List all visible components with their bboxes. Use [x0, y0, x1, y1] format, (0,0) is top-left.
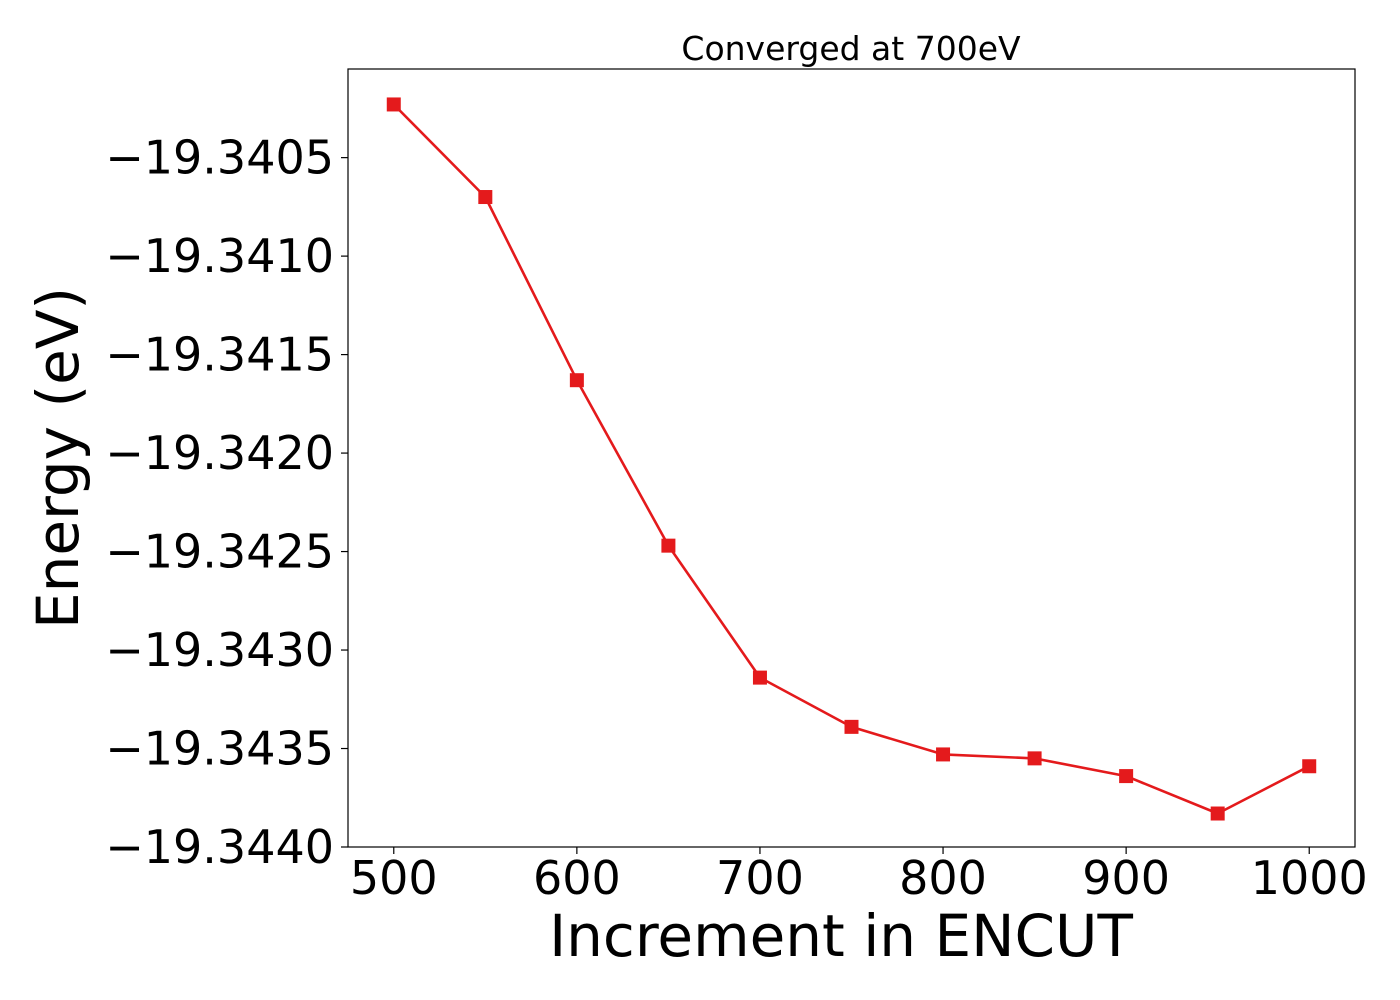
data-point [1119, 769, 1134, 784]
x-axis-label: Increment in ENCUT [549, 902, 1133, 970]
x-tick-label: 800 [899, 851, 987, 905]
data-point [844, 719, 859, 734]
data-point [661, 538, 676, 553]
y-tick-label: −19.3425 [105, 525, 334, 579]
data-point [569, 373, 584, 388]
data-point [1210, 806, 1225, 821]
y-axis-ticks: −19.3440 −19.3435 −19.3430 −19.3425 −19.3420… [105, 131, 348, 874]
x-tick-label: 900 [1082, 851, 1170, 905]
data-point [936, 747, 951, 762]
y-tick-label: −19.3415 [105, 328, 334, 382]
plot-area [347, 68, 1356, 848]
x-tick-label: 700 [716, 851, 804, 905]
x-tick-label: 1000 [1251, 851, 1368, 905]
x-tick-label: 600 [533, 851, 621, 905]
data-point [1302, 759, 1317, 774]
y-tick-label: −19.3430 [105, 623, 334, 677]
data-point [1027, 751, 1042, 766]
y-tick-label: −19.3410 [105, 229, 334, 283]
x-axis-ticks: 500 600 700 800 900 1000 [350, 847, 1368, 905]
data-point [478, 190, 493, 205]
chart-title: Converged at 700eV [681, 29, 1021, 68]
y-tick-label: −19.3440 [105, 820, 334, 874]
y-tick-label: −19.3405 [105, 131, 334, 185]
y-tick-label: −19.3435 [105, 722, 334, 776]
x-tick-label: 500 [350, 851, 438, 905]
y-tick-label: −19.3420 [105, 426, 334, 480]
data-point [752, 670, 767, 685]
data-point [386, 97, 401, 112]
series-layer [386, 97, 1317, 821]
y-axis-label: Energy (eV) [24, 287, 92, 629]
